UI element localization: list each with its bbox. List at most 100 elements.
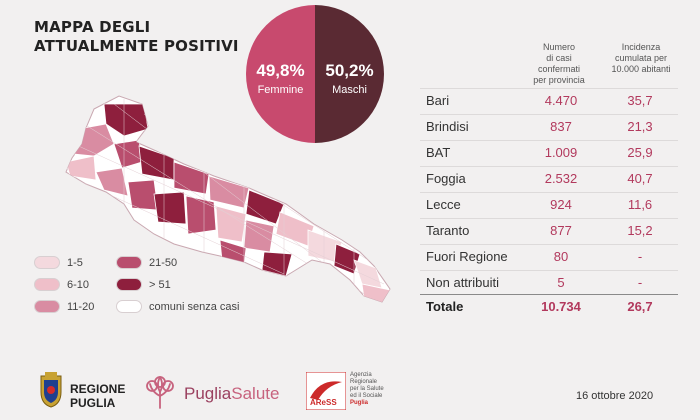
puglia-salute-logo-text: PugliaSalute [184, 384, 279, 404]
title-line-2: ATTUALMENTE POSITIVI [34, 37, 239, 55]
legend-swatch [34, 256, 60, 269]
gender-circle [246, 5, 384, 143]
table-row: Foggia 2.532 40,7 [420, 166, 678, 190]
regione-puglia-logo-text: REGIONE PUGLIA [70, 382, 125, 410]
table-row: Fuori Regione 80 - [420, 244, 678, 268]
incidence-value: - [637, 275, 643, 290]
male-half [315, 5, 384, 143]
province-name: BAT [426, 145, 451, 160]
report-date: 16 ottobre 2020 [576, 390, 654, 402]
legend-swatch [34, 278, 60, 291]
header-cases-line: di casi confermati [537, 53, 581, 74]
legend-swatch [34, 300, 60, 313]
legend-label: comuni senza casi [149, 300, 240, 313]
page-title: MAPPA DEGLI ATTUALMENTE POSITIVI [34, 18, 239, 56]
incidence-value: 25,9 [627, 145, 653, 160]
legend-item: 1-5 [34, 256, 83, 269]
table-row: Taranto 877 15,2 [420, 218, 678, 242]
total-incidence: 26,7 [627, 299, 653, 314]
legend-item: 21-50 [116, 256, 177, 269]
aress-logo-icon [306, 372, 346, 410]
cases-value: 1.009 [544, 145, 578, 160]
salute-word: Salute [231, 384, 280, 403]
puglia-map-svg [65, 95, 391, 303]
total-cases: 10.734 [541, 299, 581, 314]
header-cases: Numero di casi confermati per provincia [524, 42, 594, 86]
incidence-value: 11,6 [627, 197, 653, 212]
table-row: Lecce 924 11,6 [420, 192, 678, 216]
header-cases-line: per provincia [533, 75, 585, 85]
puglia-map [24, 84, 394, 329]
province-name: Foggia [426, 171, 466, 186]
cases-value: 924 [550, 197, 572, 212]
incidence-value: - [637, 249, 643, 264]
legend-item: > 51 [116, 278, 171, 291]
regione-line: PUGLIA [70, 396, 116, 410]
cases-value: 877 [550, 223, 572, 238]
legend-label: > 51 [149, 278, 171, 291]
cases-value: 837 [550, 119, 572, 134]
male-percentage: 50,2% [325, 61, 374, 80]
municipality-area [103, 103, 149, 137]
female-label: Femmine [257, 84, 304, 96]
incidence-value: 40,7 [627, 171, 653, 186]
incidence-value: 35,7 [627, 93, 653, 108]
municipality-area [127, 179, 159, 211]
header-incidence-line: 10.000 abitanti [611, 64, 671, 74]
aress-logo-text: AReSS [310, 398, 337, 407]
aress-desc-line: Puglia [350, 400, 369, 406]
legend-label: 21-50 [149, 256, 178, 269]
legend-swatch [116, 278, 142, 291]
municipality-area [243, 219, 275, 253]
province-name: Bari [426, 93, 450, 108]
cases-value: 5 [557, 275, 565, 290]
aress-desc-line: Agenzia [350, 372, 372, 378]
aress-desc-line: per la Salute [350, 386, 384, 392]
table-row: BAT 1.009 25,9 [420, 140, 678, 164]
province-name: Brindisi [426, 119, 469, 134]
table-row: Brindisi 837 21,3 [420, 114, 678, 138]
municipality-area [261, 251, 293, 277]
cases-value: 2.532 [544, 171, 578, 186]
female-block: 49,8% Femmine [246, 61, 315, 96]
table-total-row: Totale 10.734 26,7 [420, 294, 678, 318]
regione-puglia-crest-icon [40, 372, 62, 408]
header-incidence-line: cumulata per [614, 53, 668, 63]
cases-value: 4.470 [544, 93, 578, 108]
puglia-word: Puglia [184, 384, 232, 403]
municipality-area [245, 189, 285, 225]
legend-item: 6-10 [34, 278, 89, 291]
aress-description: Agenzia Regionale per la Salute ed il So… [350, 372, 384, 407]
incidence-value: 21,3 [627, 119, 653, 134]
aress-desc-line: ed il Sociale [350, 393, 383, 399]
province-name: Non attribuiti [426, 275, 499, 290]
header-incidence: Incidenza cumulata per 10.000 abitanti [602, 42, 680, 75]
incidence-value: 15,2 [627, 223, 653, 238]
header-cases-line: Numero [542, 42, 575, 52]
female-half [246, 5, 315, 143]
legend-item: 11-20 [34, 300, 94, 313]
female-percentage: 49,8% [256, 61, 305, 80]
legend-label: 1-5 [67, 256, 83, 269]
province-name: Lecce [426, 197, 461, 212]
total-label: Totale [426, 299, 464, 314]
legend-item: comuni senza casi [116, 300, 240, 313]
male-label: Maschi [332, 84, 367, 96]
table-row: Bari 4.470 35,7 [420, 88, 678, 112]
province-name: Fuori Regione [426, 249, 508, 264]
municipality-area [95, 167, 129, 197]
cases-value: 80 [553, 249, 569, 264]
title-line-1: MAPPA DEGLI [34, 18, 151, 36]
footer: REGIONE PUGLIA PugliaSalute AReSS Agenzi… [0, 372, 700, 412]
province-name: Taranto [426, 223, 470, 238]
legend-label: 6-10 [67, 278, 90, 291]
regione-line: REGIONE [70, 382, 126, 396]
puglia-salute-tree-icon [146, 376, 174, 409]
gender-split-chart: 49,8% Femmine 50,2% Maschi [246, 5, 384, 143]
municipality-area [215, 205, 247, 243]
legend-swatch [116, 300, 142, 313]
legend-swatch [116, 256, 142, 269]
male-block: 50,2% Maschi [315, 61, 384, 96]
table-row: Non attribuiti 5 - [420, 270, 678, 294]
aress-desc-line: Regionale [350, 379, 378, 385]
